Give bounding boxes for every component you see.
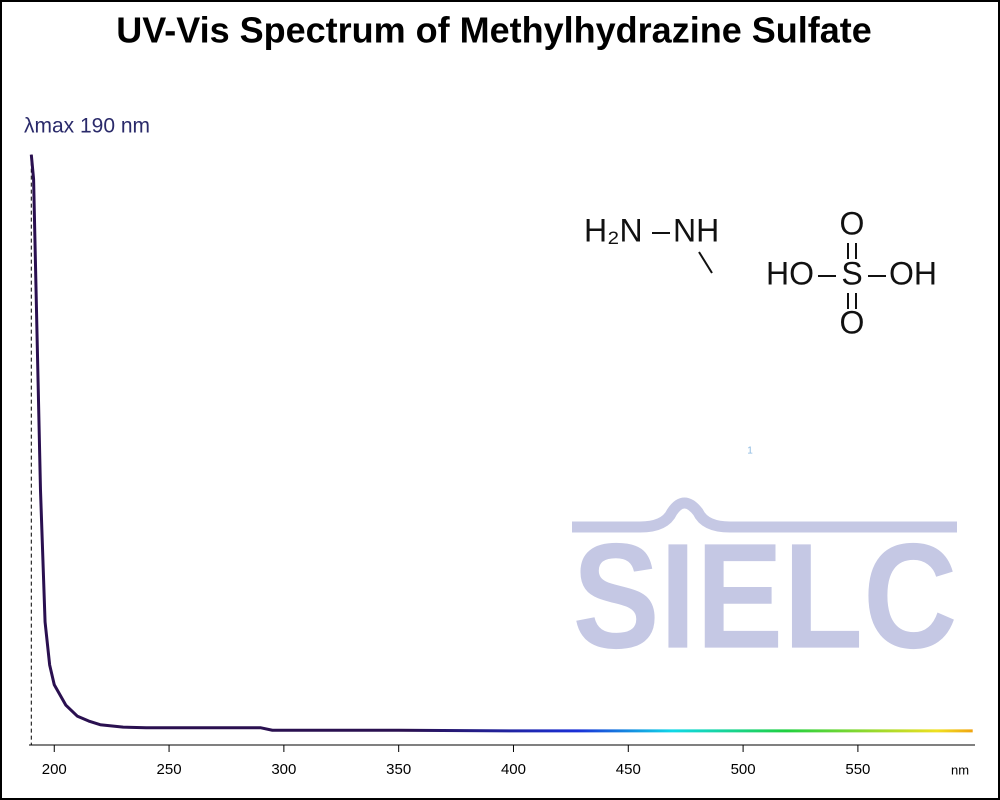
chart-title: UV-Vis Spectrum of Methylhydrazine Sulfa…	[116, 10, 872, 51]
structure: H₂N NH HO S OH O O	[584, 205, 937, 340]
footnote-mark: 1	[747, 446, 753, 457]
atom-label: OH	[889, 255, 937, 291]
x-unit: nm	[951, 762, 969, 777]
annotation: λmax 190 nm	[24, 115, 150, 138]
watermark: SIELC	[573, 512, 958, 680]
atom-label: NH	[673, 212, 719, 248]
atom-label: HO	[766, 255, 814, 291]
spectrum-line	[29, 154, 973, 733]
atom-label: O	[840, 304, 865, 340]
x-tick-label: 350	[386, 761, 411, 778]
atom-label: H₂N	[584, 212, 643, 248]
x-tick-label: 450	[616, 761, 641, 778]
atom-label: S	[841, 255, 862, 291]
atom-label: O	[840, 205, 865, 241]
x-tick-label: 250	[157, 761, 182, 778]
x-tick-label: 400	[501, 761, 526, 778]
x-tick-label: 500	[731, 761, 756, 778]
logo-wave	[572, 497, 957, 533]
bond	[698, 251, 713, 274]
watermark-logo: SIELC	[572, 497, 958, 680]
x-tick-label: 550	[845, 761, 870, 778]
x-tick-label: 200	[42, 761, 67, 778]
x-tick-label: 300	[271, 761, 296, 778]
